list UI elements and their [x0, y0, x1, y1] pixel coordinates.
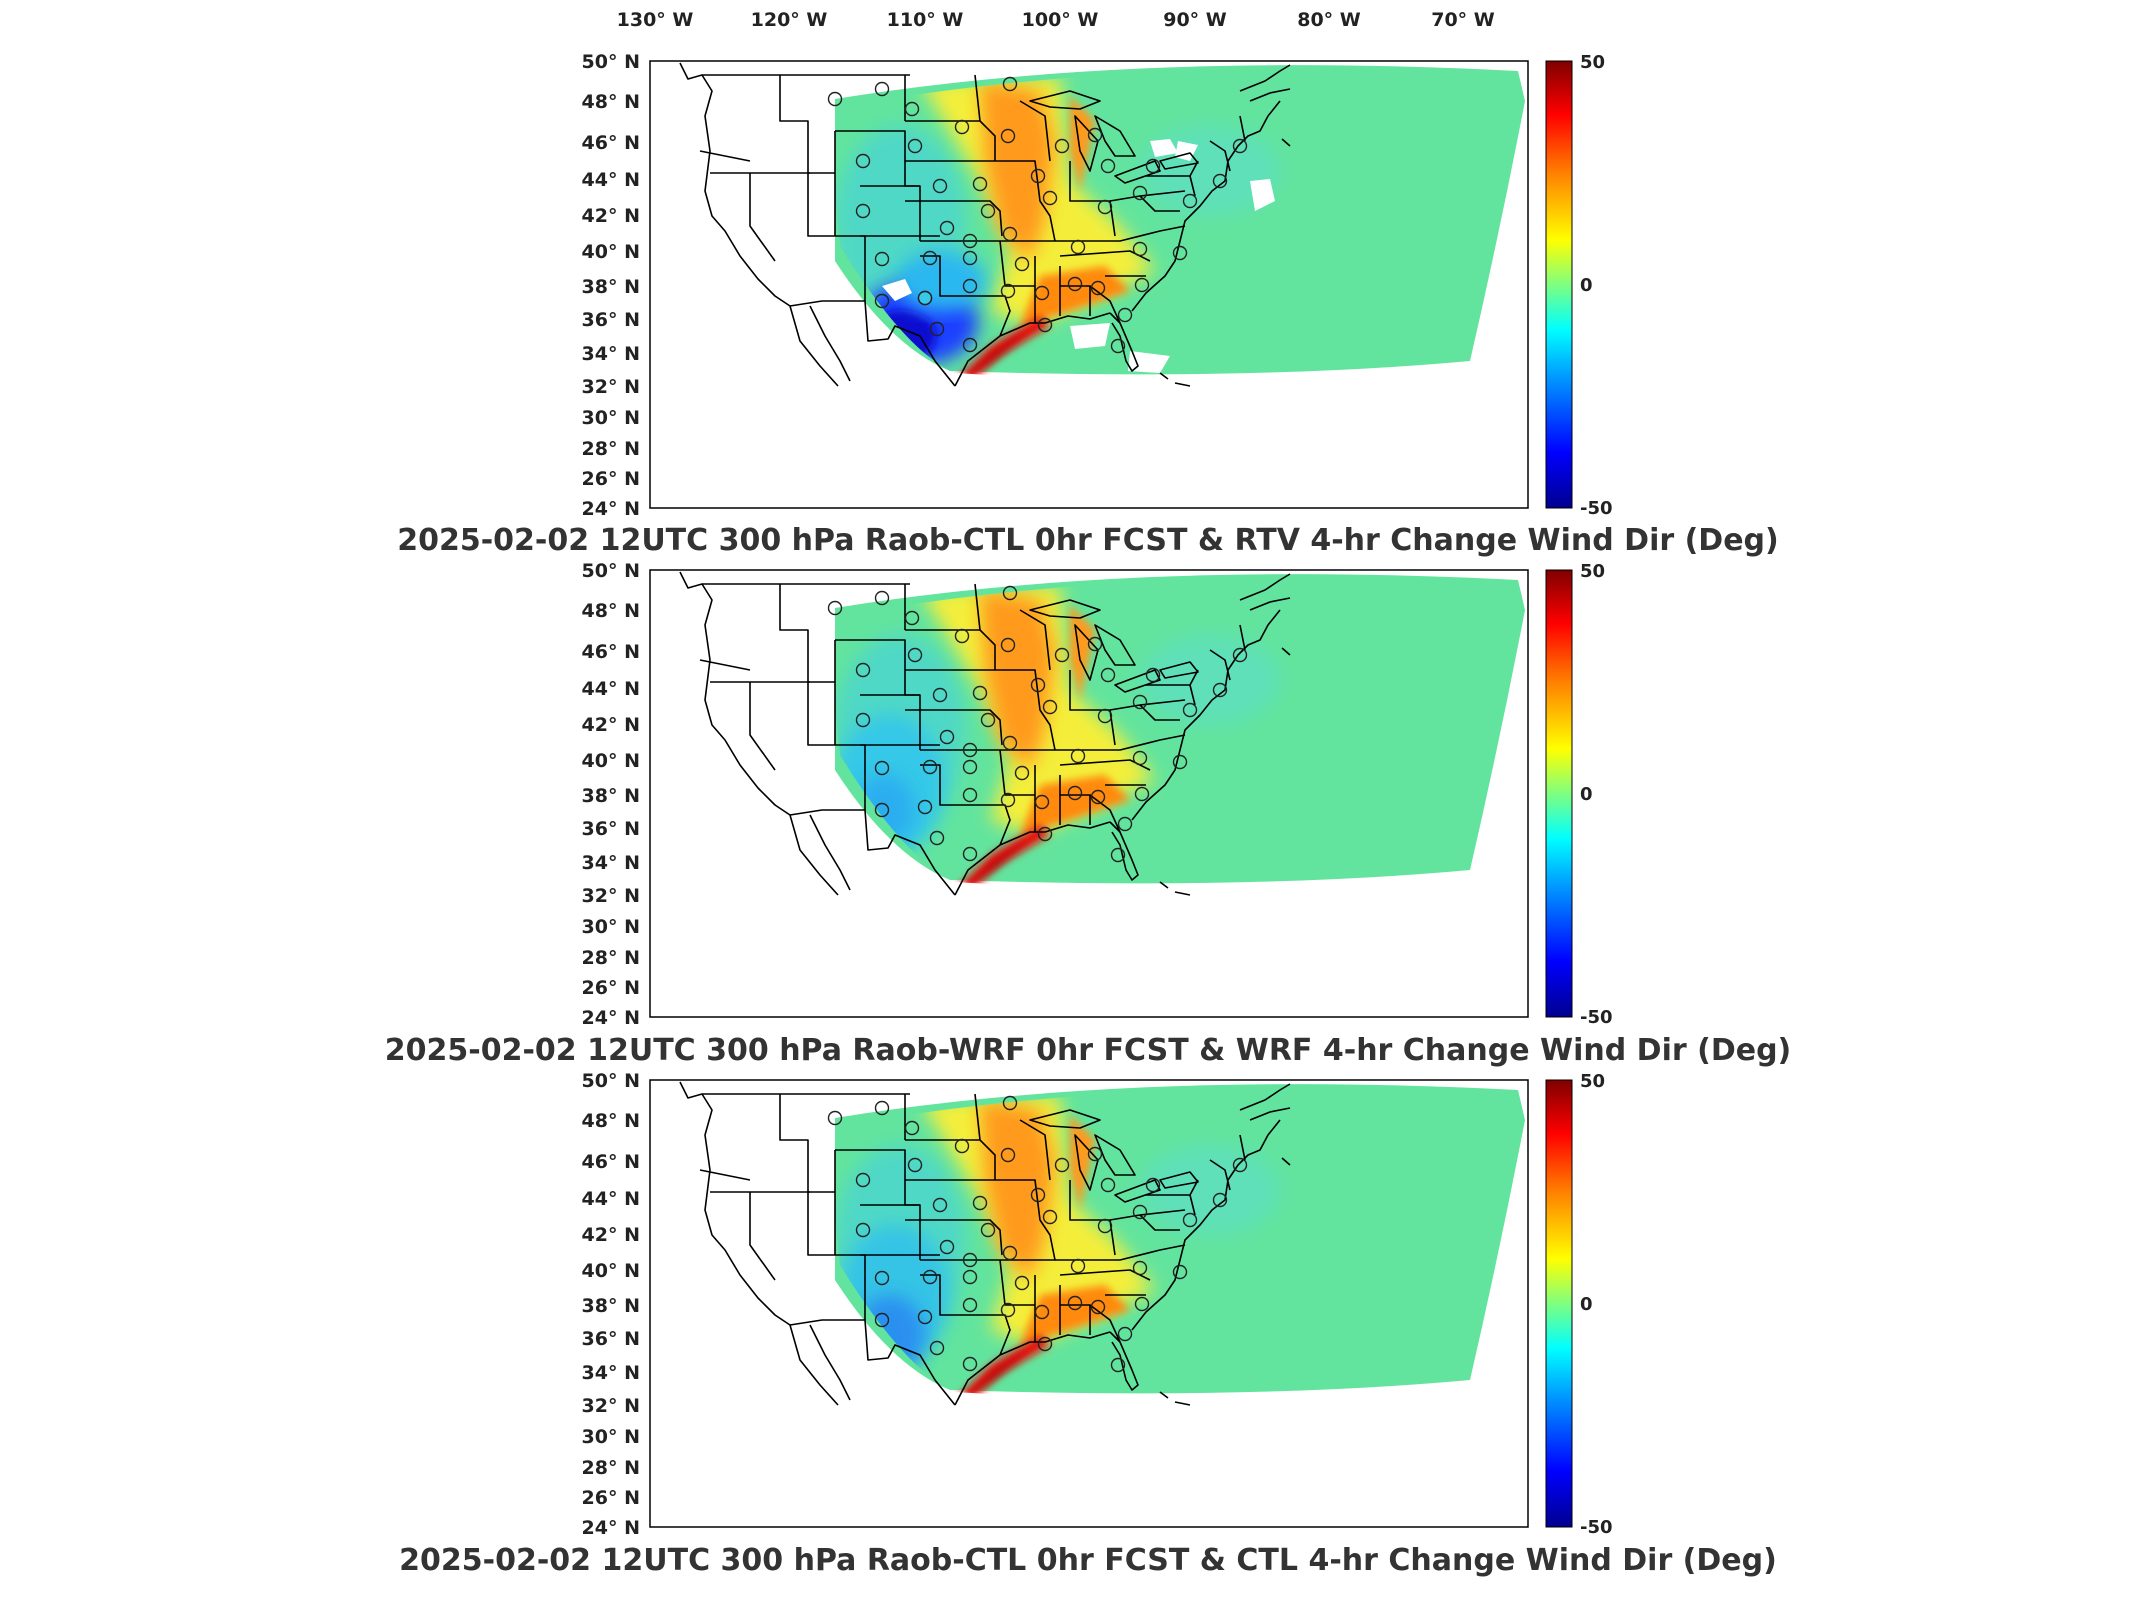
longitude-axis-labels: 130° W 120° W 110° W 100° W 90° W 80° W … [617, 9, 1495, 31]
lat-label: 44° N [582, 169, 640, 191]
lat-label: 24° N [582, 1007, 640, 1029]
panel-title-1: 2025-02-02 12UTC 300 hPa Raob-CTL 0hr FC… [397, 523, 1779, 558]
lat-label: 50° N [582, 1070, 640, 1092]
lat-label: 24° N [582, 498, 640, 520]
latitude-axis-labels: 50° N 48° N 46° N 44° N 42° N 40° N 38° N 36° N… [582, 51, 640, 520]
map-frame [649, 1079, 1529, 1528]
lat-label: 30° N [582, 916, 640, 938]
colorbar-gradient [1545, 569, 1573, 1018]
map-frame [649, 60, 1529, 509]
lat-label: 30° N [582, 1426, 640, 1448]
lat-label: 48° N [582, 600, 640, 622]
lat-label: 34° N [582, 343, 640, 365]
colorbar-min-label: -50 [1580, 498, 1613, 519]
lat-label: 32° N [582, 885, 640, 907]
lat-label: 26° N [582, 468, 640, 490]
colorbar-mid-label: 0 [1580, 784, 1593, 805]
lat-label: 38° N [582, 785, 640, 807]
map-field-2 [680, 572, 1525, 895]
lat-label: 26° N [582, 1487, 640, 1509]
lat-label: 32° N [582, 1395, 640, 1417]
lat-label: 40° N [582, 1260, 640, 1282]
colorbar-gradient [1545, 60, 1573, 509]
colorbar-1: 50 0 -50 [1545, 52, 1613, 519]
lat-label: 28° N [582, 438, 640, 460]
lat-label: 48° N [582, 1110, 640, 1132]
lon-label: 110° W [887, 9, 964, 31]
lat-label: 30° N [582, 407, 640, 429]
lat-label: 40° N [582, 750, 640, 772]
lat-label: 28° N [582, 947, 640, 969]
lat-label: 46° N [582, 132, 640, 154]
colorbar-max-label: 50 [1580, 561, 1605, 582]
lat-label: 50° N [582, 51, 640, 73]
lat-label: 46° N [582, 1151, 640, 1173]
colorbar-min-label: -50 [1580, 1517, 1613, 1538]
colorbar-2: 50 0 -50 [1545, 561, 1613, 1028]
lat-label: 38° N [582, 1295, 640, 1317]
lat-label: 34° N [582, 852, 640, 874]
map-panel-3: 50° N 48° N 46° N 44° N 42° N 40° N 38° N 36° N… [399, 1070, 1777, 1578]
lat-label: 36° N [582, 818, 640, 840]
lat-label: 26° N [582, 977, 640, 999]
panel-title-2: 2025-02-02 12UTC 300 hPa Raob-WRF 0hr FC… [385, 1033, 1792, 1068]
colorbar-mid-label: 0 [1580, 275, 1593, 296]
lat-label: 44° N [582, 1188, 640, 1210]
latitude-axis-labels: 50° N 48° N 46° N 44° N 42° N 40° N 38° N 36° N… [582, 560, 640, 1029]
lon-label: 70° W [1431, 9, 1495, 31]
lat-label: 28° N [582, 1457, 640, 1479]
lat-label: 34° N [582, 1362, 640, 1384]
map-field-1 [680, 63, 1525, 386]
map-field-3 [680, 1082, 1525, 1405]
lat-label: 38° N [582, 276, 640, 298]
lat-label: 36° N [582, 309, 640, 331]
lon-label: 90° W [1163, 9, 1227, 31]
panel-title-3: 2025-02-02 12UTC 300 hPa Raob-CTL 0hr FC… [399, 1543, 1777, 1578]
latitude-axis-labels: 50° N 48° N 46° N 44° N 42° N 40° N 38° N 36° N… [582, 1070, 640, 1539]
lat-label: 40° N [582, 241, 640, 263]
lat-label: 24° N [582, 1517, 640, 1539]
lat-label: 36° N [582, 1328, 640, 1350]
lat-label: 42° N [582, 1224, 640, 1246]
colorbar-max-label: 50 [1580, 52, 1605, 73]
lat-label: 44° N [582, 678, 640, 700]
colorbar-gradient [1545, 1079, 1573, 1528]
lon-label: 130° W [617, 9, 694, 31]
colorbar-3: 50 0 -50 [1545, 1071, 1613, 1538]
lon-label: 120° W [751, 9, 828, 31]
lon-label: 100° W [1022, 9, 1099, 31]
lat-label: 32° N [582, 376, 640, 398]
map-frame [649, 569, 1529, 1018]
lon-label: 80° W [1297, 9, 1361, 31]
map-panel-1: 50° N 48° N 46° N 44° N 42° N 40° N 38° N 36° N… [397, 51, 1779, 558]
colorbar-mid-label: 0 [1580, 1294, 1593, 1315]
lat-label: 42° N [582, 714, 640, 736]
map-panel-2: 50° N 48° N 46° N 44° N 42° N 40° N 38° N 36° N… [385, 560, 1792, 1068]
lat-label: 46° N [582, 641, 640, 663]
lat-label: 48° N [582, 91, 640, 113]
lat-label: 42° N [582, 205, 640, 227]
colorbar-min-label: -50 [1580, 1007, 1613, 1028]
lat-label: 50° N [582, 560, 640, 582]
colorbar-max-label: 50 [1580, 1071, 1605, 1092]
